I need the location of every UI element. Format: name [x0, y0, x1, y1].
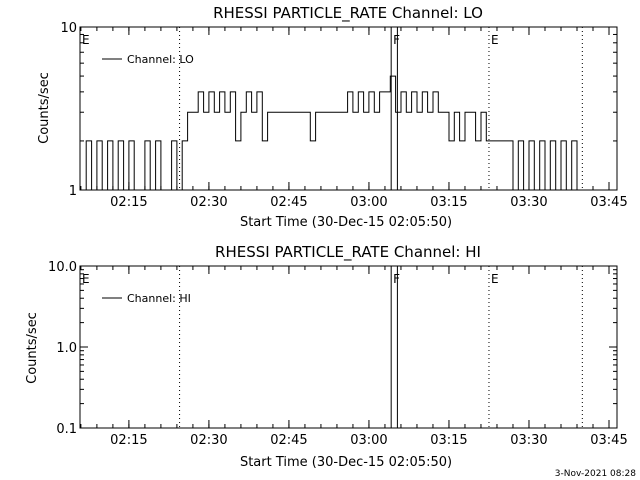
x-tick-label: 03:45 [590, 433, 627, 448]
y-tick-label: 1.0 [56, 341, 77, 356]
panel-lo-y-axis-label: Counts/sec [37, 72, 52, 144]
legend-label: Channel: LO [127, 53, 194, 66]
series-line [80, 75, 583, 191]
event-marker-label: E [82, 33, 90, 47]
x-tick-label: 03:45 [590, 195, 627, 210]
x-tick-label: 02:15 [110, 195, 147, 210]
y-tick-label: 0.1 [56, 422, 77, 437]
y-tick-label: 10 [60, 21, 77, 36]
plot-frame [79, 265, 618, 429]
footer-date: 3-Nov-2021 08:28 [555, 469, 637, 479]
x-tick-label: 02:15 [110, 433, 147, 448]
event-marker-label: E [82, 272, 90, 286]
x-tick-label: 03:15 [430, 195, 467, 210]
y-tick-label: 1 [69, 184, 77, 199]
x-tick-label: 02:30 [190, 433, 227, 448]
x-tick-label: 03:30 [510, 195, 547, 210]
legend-label: Channel: HI [127, 292, 191, 305]
panel-hi-x-axis-label: Start Time (30-Dec-15 02:05:50) [240, 455, 452, 470]
x-tick-label: 02:45 [270, 433, 307, 448]
x-tick-label: 03:30 [510, 433, 547, 448]
x-tick-label: 03:00 [350, 195, 387, 210]
x-tick-label: 02:30 [190, 195, 227, 210]
panel-hi-plot: 02:15 02:30 02:45 03:00 03:15 03:30 03:45 0.1 1.… [48, 260, 628, 448]
event-marker-label: F [393, 33, 400, 47]
x-tick-label: 03:00 [350, 433, 387, 448]
panel-hi-y-axis-label: Counts/sec [25, 312, 40, 384]
panel-lo-plot: 02:15 02:30 02:45 03:00 03:15 03:30 03:45 1 10 E F… [60, 21, 627, 210]
event-marker-label: F [393, 272, 400, 286]
event-marker-label: E [491, 272, 499, 286]
panel-hi-title: RHESSI PARTICLE_RATE Channel: HI [215, 243, 481, 262]
panel-lo-title: RHESSI PARTICLE_RATE Channel: LO [213, 4, 483, 23]
x-tick-label: 02:45 [270, 195, 307, 210]
x-tick-label: 03:15 [430, 433, 467, 448]
panel-lo-x-axis-label: Start Time (30-Dec-15 02:05:50) [240, 215, 452, 230]
y-tick-label: 10.0 [48, 260, 77, 275]
event-marker-label: E [491, 33, 499, 47]
plot-frame [79, 26, 618, 191]
